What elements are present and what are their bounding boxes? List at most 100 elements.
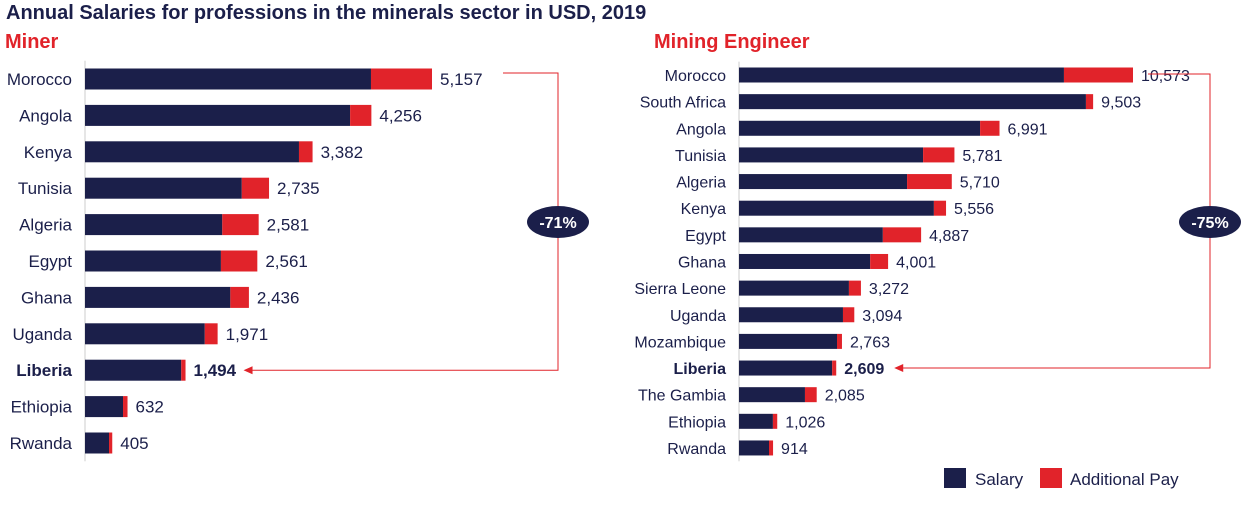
total-label: 914	[781, 441, 808, 458]
additional-pay-bar	[907, 174, 952, 190]
additional-pay-bar	[933, 200, 947, 216]
total-label: 2,735	[277, 179, 320, 198]
additional-pay-bar	[181, 359, 186, 381]
additional-pay-bar	[768, 440, 774, 456]
additional-pay-bar	[980, 120, 1000, 136]
total-label: 405	[120, 434, 148, 453]
total-label: 5,157	[440, 70, 483, 89]
category-label: Kenya	[24, 143, 73, 162]
annotation-label: -71%	[539, 215, 576, 232]
salary-bar	[739, 253, 871, 269]
total-label: 1,971	[226, 325, 269, 344]
legend-label-additional: Additional Pay	[1070, 470, 1179, 489]
additional-pay-bar	[832, 360, 837, 376]
total-label: 5,556	[954, 201, 994, 218]
arrow-head-icon	[894, 364, 904, 373]
total-label: 3,382	[321, 143, 364, 162]
total-label: 4,001	[896, 254, 936, 271]
category-label: Ethiopia	[11, 398, 73, 417]
salary-bar	[85, 214, 223, 236]
salary-bar	[739, 147, 924, 163]
additional-pay-bar	[772, 413, 778, 429]
total-label: 5,781	[962, 148, 1002, 165]
legend-swatch-salary	[944, 468, 966, 488]
category-label: Morocco	[665, 68, 726, 85]
total-label: 4,256	[379, 106, 422, 125]
salary-bar	[739, 67, 1064, 83]
salary-bar	[85, 177, 242, 199]
additional-pay-bar	[804, 387, 817, 403]
engineer-subtitle: Mining Engineer	[654, 31, 810, 53]
category-label: Rwanda	[667, 441, 726, 458]
category-label: Morocco	[7, 70, 72, 89]
category-label: Liberia	[16, 361, 72, 380]
category-label: Ethiopia	[668, 414, 726, 431]
annotation-label: -75%	[1191, 215, 1228, 232]
salary-bar	[739, 200, 934, 216]
category-label: Ghana	[21, 288, 73, 307]
category-label: Algeria	[676, 175, 726, 192]
category-label: Angola	[676, 121, 726, 138]
additional-pay-bar	[230, 286, 249, 308]
additional-pay-bar	[350, 104, 372, 126]
additional-pay-bar	[870, 253, 889, 269]
total-label: 2,561	[265, 252, 308, 271]
salary-bar	[739, 94, 1086, 110]
salary-bar	[85, 432, 110, 454]
additional-pay-bar	[1085, 94, 1094, 110]
total-label: 5,710	[960, 175, 1000, 192]
additional-pay-bar	[848, 280, 861, 296]
additional-pay-bar	[842, 307, 855, 323]
salary-bar	[739, 440, 769, 456]
total-label: 2,085	[825, 388, 865, 405]
category-label: Sierra Leone	[634, 281, 726, 298]
category-label: Uganda	[12, 325, 72, 344]
total-label: 3,272	[869, 281, 909, 298]
total-label: 1,026	[785, 414, 825, 431]
salary-bar	[85, 68, 371, 90]
salary-bar	[739, 307, 843, 323]
additional-pay-bar	[109, 432, 113, 454]
category-label: Kenya	[681, 201, 726, 218]
total-label: 1,494	[194, 361, 237, 380]
miner-subtitle: Miner	[5, 31, 59, 53]
additional-pay-bar	[1063, 67, 1133, 83]
additional-pay-bar	[370, 68, 432, 90]
salary-bar	[85, 104, 351, 126]
additional-pay-bar	[882, 227, 922, 243]
category-label: Uganda	[670, 308, 726, 325]
total-label: 4,887	[929, 228, 969, 245]
total-label: 2,436	[257, 288, 300, 307]
annotation-badge	[527, 206, 589, 238]
salary-bar	[739, 360, 833, 376]
total-label: 10,573	[1141, 68, 1190, 85]
salary-bar	[85, 250, 221, 272]
salary-bar	[739, 174, 908, 190]
salary-bar	[739, 387, 805, 403]
additional-pay-bar	[837, 333, 842, 349]
total-label: 6,991	[1008, 121, 1048, 138]
legend-label-salary: Salary	[975, 470, 1024, 489]
total-label: 2,581	[267, 216, 310, 235]
additional-pay-bar	[220, 250, 258, 272]
salary-bar	[85, 396, 124, 418]
salary-bar	[739, 120, 981, 136]
additional-pay-bar	[241, 177, 270, 199]
category-label: Ghana	[678, 254, 726, 271]
salary-bar	[739, 227, 883, 243]
additional-pay-bar	[123, 396, 128, 418]
category-label: Algeria	[19, 216, 72, 235]
category-label: Angola	[19, 106, 72, 125]
category-label: Egypt	[29, 252, 73, 271]
total-label: 632	[136, 398, 164, 417]
salary-bar	[85, 323, 205, 345]
salary-bar	[85, 286, 231, 308]
salary-bar	[85, 359, 182, 381]
salary-bar	[739, 333, 838, 349]
chart-title: Annual Salaries for professions in the m…	[6, 2, 647, 24]
category-label: Liberia	[674, 361, 727, 378]
additional-pay-bar	[298, 141, 313, 163]
additional-pay-bar	[222, 214, 259, 236]
category-label: Tunisia	[18, 179, 73, 198]
